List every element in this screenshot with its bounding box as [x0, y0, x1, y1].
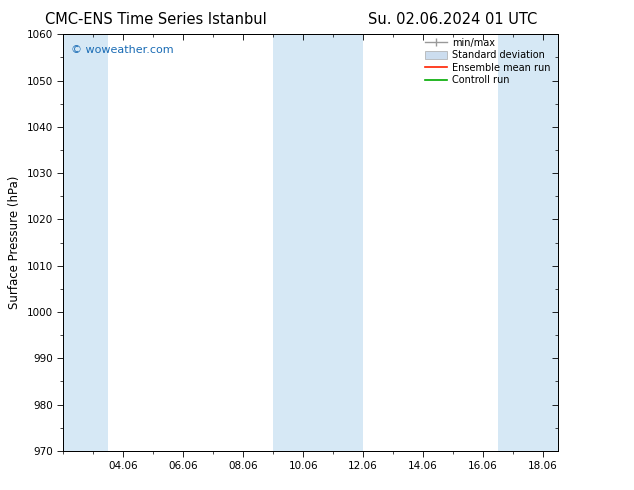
Text: CMC-ENS Time Series Istanbul: CMC-ENS Time Series Istanbul	[44, 12, 266, 27]
Y-axis label: Surface Pressure (hPa): Surface Pressure (hPa)	[8, 176, 21, 309]
Text: Su. 02.06.2024 01 UTC: Su. 02.06.2024 01 UTC	[368, 12, 537, 27]
Bar	[63, 34, 108, 451]
Text: © woweather.com: © woweather.com	[71, 45, 174, 55]
Bar	[498, 34, 558, 451]
Legend: min/max, Standard deviation, Ensemble mean run, Controll run: min/max, Standard deviation, Ensemble me…	[422, 35, 553, 88]
Bar	[273, 34, 363, 451]
